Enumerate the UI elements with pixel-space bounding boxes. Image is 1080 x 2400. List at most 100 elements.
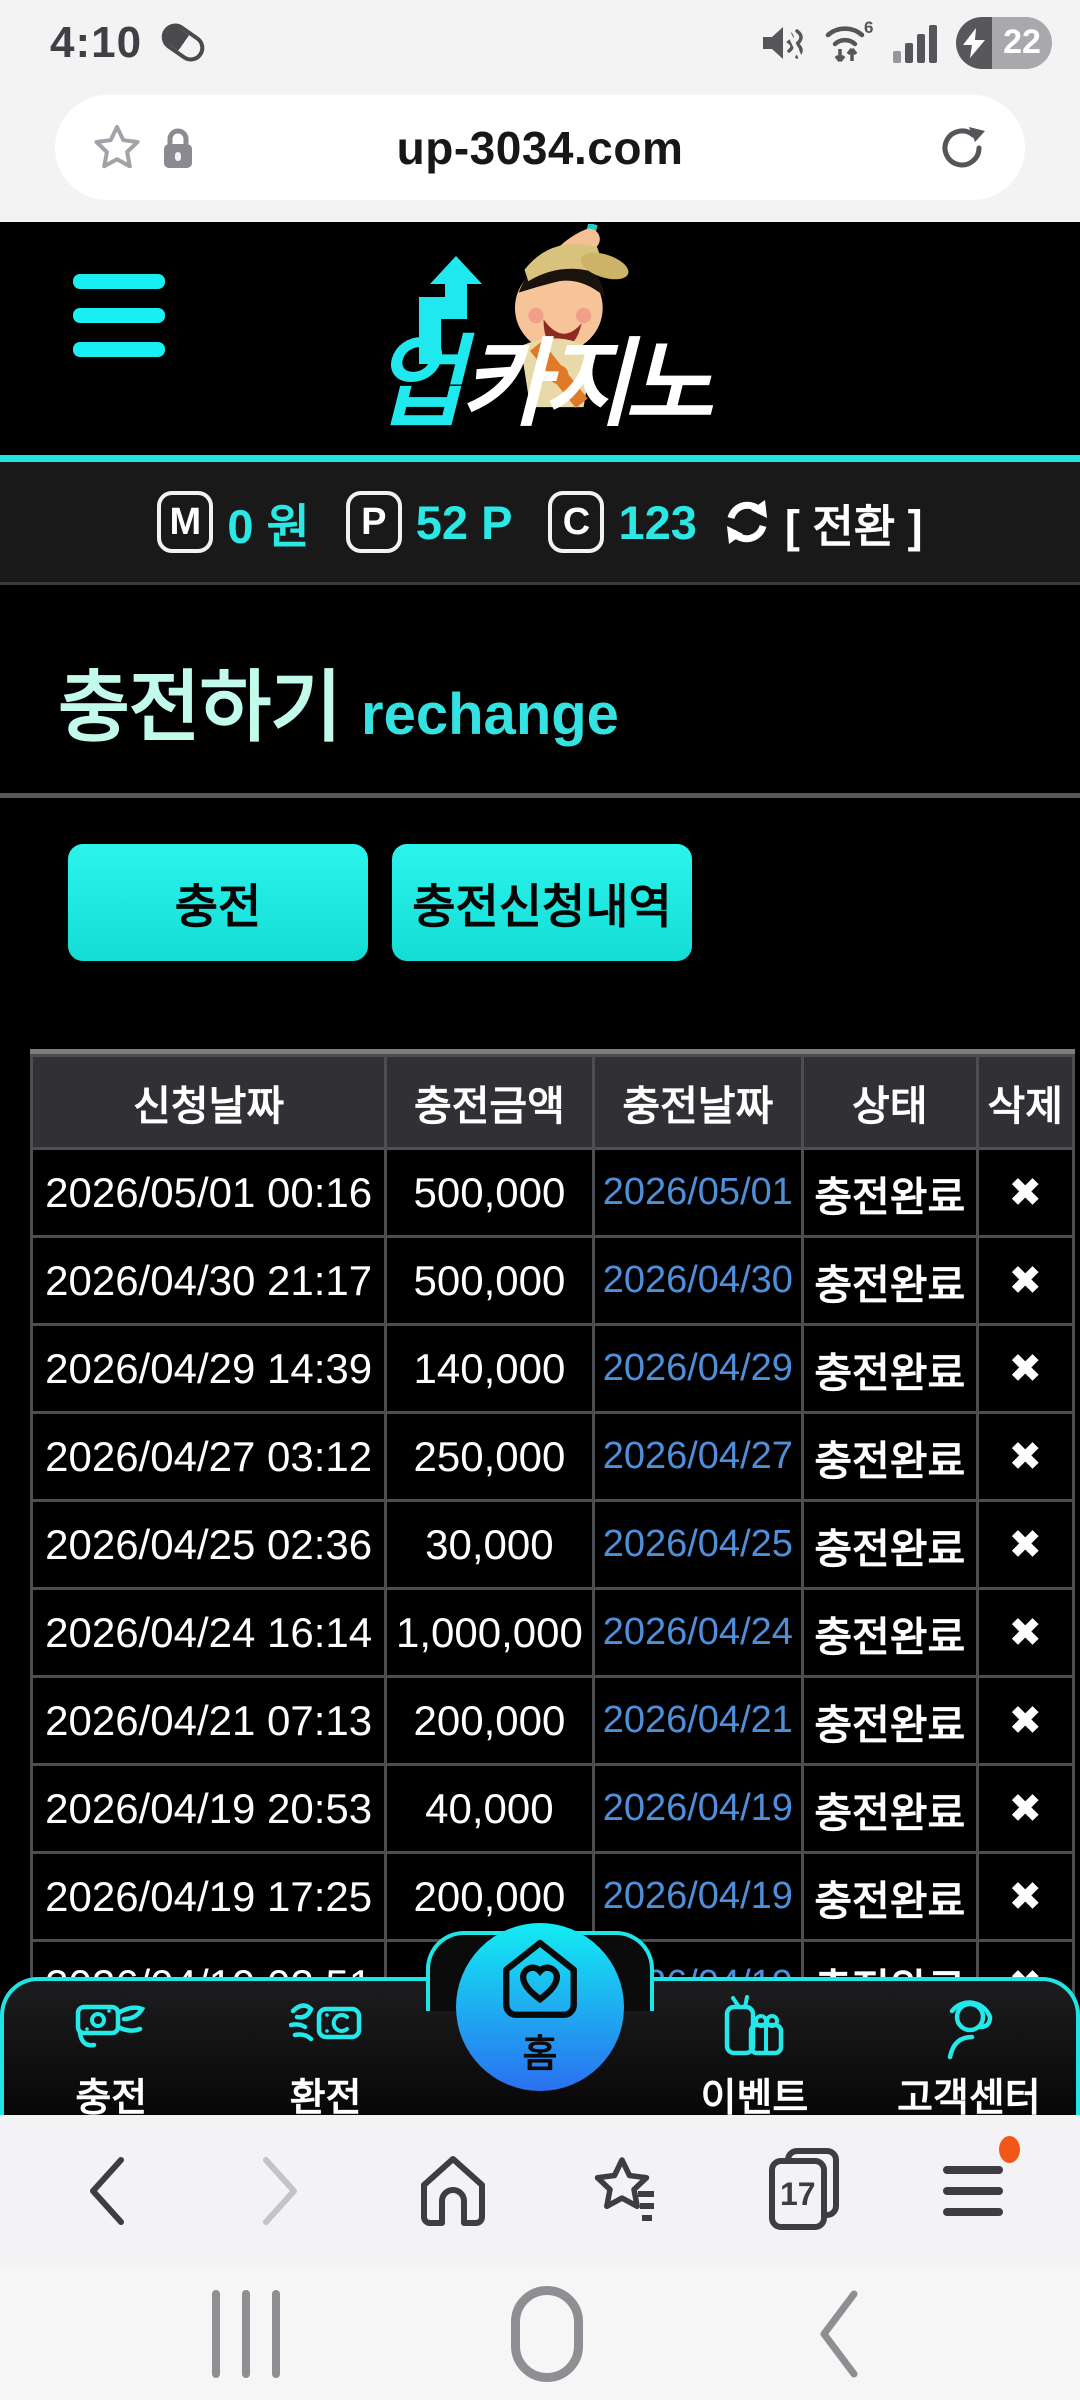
system-home-button[interactable] — [511, 2285, 583, 2382]
home-button[interactable] — [408, 2146, 498, 2236]
col-header-request-date: 신청날짜 — [33, 1057, 385, 1147]
amount-cell: 40,000 — [387, 1766, 592, 1851]
col-header-charge-date: 충전날짜 — [594, 1057, 802, 1147]
tabs-button[interactable]: 17 — [755, 2146, 845, 2236]
amount-cell: 1,000,000 — [387, 1590, 592, 1675]
table-row: 2026/04/19 20:53 40,000 2026/04/19 충전완료 … — [33, 1766, 1072, 1851]
system-back-button[interactable] — [814, 2286, 862, 2382]
request-date-cell: 2026/05/01 00:16 — [33, 1150, 385, 1235]
delete-button[interactable]: ✖ — [978, 1766, 1072, 1851]
nav-label-charge: 충전 — [75, 2077, 148, 2120]
nav-item-exchange[interactable]: 환전 — [218, 1981, 432, 2123]
delete-button[interactable]: ✖ — [978, 1150, 1072, 1235]
delete-button[interactable]: ✖ — [978, 1238, 1072, 1323]
charge-date-link[interactable]: 2026/04/19 — [602, 1787, 793, 1829]
convert-button[interactable]: [ 전환 ] — [721, 490, 923, 555]
swap-refresh-icon[interactable] — [721, 496, 773, 548]
coin-balance: 123 — [618, 495, 697, 549]
address-bar[interactable]: up-3034.com — [55, 95, 1025, 200]
amount-cell: 200,000 — [387, 1854, 592, 1939]
request-date-cell: 2026/04/24 16:14 — [33, 1590, 385, 1675]
nav-item-event[interactable]: 이벤트 — [647, 1981, 861, 2123]
delete-button[interactable]: ✖ — [978, 1502, 1072, 1587]
url-text[interactable]: up-3034.com — [396, 121, 684, 174]
site-logo[interactable]: 업카지노 — [320, 222, 760, 452]
wifi6-icon: 6 — [820, 17, 876, 69]
balance-bar: M 0 원 P 52 P C 123 [ 전환 ] — [0, 462, 1080, 585]
customer-service-icon — [932, 1995, 1006, 2061]
title-divider — [0, 793, 1080, 798]
charge-date-link[interactable]: 2026/04/24 — [602, 1611, 793, 1653]
home-heart-icon — [495, 1937, 585, 2025]
charge-history-button[interactable]: 충전신청내역 — [392, 844, 692, 961]
hamburger-menu-button[interactable] — [73, 274, 165, 357]
forward-button[interactable] — [235, 2146, 325, 2236]
nav-label-event: 이벤트 — [700, 2077, 809, 2120]
table-header-row: 신청날짜 충전금액 충전날짜 상태 삭제 — [33, 1057, 1072, 1147]
delete-button[interactable]: ✖ — [978, 1678, 1072, 1763]
battery-indicator: 22 — [956, 16, 1052, 69]
charge-date-link[interactable]: 2026/04/21 — [602, 1699, 793, 1741]
bookmark-star-icon[interactable] — [91, 122, 143, 174]
table-row: 2026/04/21 07:13 200,000 2026/04/21 충전완료… — [33, 1678, 1072, 1763]
exchange-money-icon — [288, 1995, 363, 2061]
lock-icon[interactable] — [159, 125, 197, 171]
amount-cell: 250,000 — [387, 1414, 592, 1499]
request-date-cell: 2026/04/29 14:39 — [33, 1326, 385, 1411]
status-bar: 4:10 6 22 — [0, 0, 1080, 85]
col-header-amount: 충전금액 — [387, 1057, 592, 1147]
delete-button[interactable]: ✖ — [978, 1590, 1072, 1675]
recents-button[interactable] — [212, 2289, 280, 2378]
charge-date-cell: 2026/04/24 — [594, 1590, 802, 1675]
tab-count[interactable]: 17 — [768, 2158, 827, 2230]
charge-date-cell: 2026/04/30 — [594, 1238, 802, 1323]
page-subtitle: rechange — [361, 682, 619, 747]
system-nav-bar — [0, 2267, 1080, 2400]
charge-date-cell: 2026/05/01 — [594, 1150, 802, 1235]
pill-notification-icon — [156, 18, 210, 67]
charge-date-link[interactable]: 2026/04/27 — [602, 1435, 793, 1477]
table-row: 2026/04/29 14:39 140,000 2026/04/29 충전완료… — [33, 1326, 1072, 1411]
site-header: 업카지노 — [0, 222, 1080, 455]
delete-button[interactable]: ✖ — [978, 1854, 1072, 1939]
status-cell: 충전완료 — [804, 1590, 976, 1675]
point-balance: 52 P — [415, 495, 513, 549]
charge-date-link[interactable]: 2026/04/30 — [602, 1259, 793, 1301]
nav-item-support[interactable]: 고객센터 — [862, 1981, 1076, 2123]
table-row: 2026/04/27 03:12 250,000 2026/04/27 충전완료… — [33, 1414, 1072, 1499]
back-button[interactable] — [62, 2146, 152, 2236]
nav-item-charge[interactable]: 충전 — [4, 1981, 218, 2123]
bookmarks-button[interactable] — [582, 2146, 672, 2236]
table-row: 2026/04/30 21:17 500,000 2026/04/30 충전완료… — [33, 1238, 1072, 1323]
charge-money-icon — [74, 1995, 148, 2061]
home-square-icon — [511, 2285, 583, 2382]
mascot-image — [440, 224, 670, 430]
page-title: 충전하기 — [58, 663, 342, 751]
status-cell: 충전완료 — [804, 1326, 976, 1411]
request-date-cell: 2026/04/27 03:12 — [33, 1414, 385, 1499]
status-cell: 충전완료 — [804, 1414, 976, 1499]
refresh-icon[interactable] — [935, 121, 989, 175]
charge-button[interactable]: 충전 — [68, 844, 368, 961]
delete-button[interactable]: ✖ — [978, 1414, 1072, 1499]
browser-menu-button[interactable] — [928, 2136, 1020, 2236]
charge-date-link[interactable]: 2026/04/29 — [602, 1347, 793, 1389]
charge-date-cell: 2026/04/19 — [594, 1854, 802, 1939]
charge-date-link[interactable]: 2026/05/01 — [602, 1171, 793, 1213]
charge-date-link[interactable]: 2026/04/19 — [602, 1875, 793, 1917]
request-date-cell: 2026/04/19 20:53 — [33, 1766, 385, 1851]
coin-icon: C — [548, 491, 605, 553]
charge-date-link[interactable]: 2026/04/25 — [602, 1523, 793, 1565]
nav-label-home: 홈 — [522, 2033, 558, 2076]
amount-cell: 140,000 — [387, 1326, 592, 1411]
amount-cell: 500,000 — [387, 1150, 592, 1235]
delete-button[interactable]: ✖ — [978, 1326, 1072, 1411]
money-icon: M — [157, 491, 214, 553]
logo-text: 업카지노 — [320, 301, 760, 446]
money-balance: 0 원 — [227, 499, 310, 553]
status-cell: 충전완료 — [804, 1678, 976, 1763]
nav-item-home[interactable]: 홈 — [456, 1923, 624, 2091]
request-date-cell: 2026/04/19 17:25 — [33, 1854, 385, 1939]
convert-label[interactable]: [ 전환 ] — [784, 500, 923, 552]
table-row: 2026/05/01 00:16 500,000 2026/05/01 충전완료… — [33, 1150, 1072, 1235]
